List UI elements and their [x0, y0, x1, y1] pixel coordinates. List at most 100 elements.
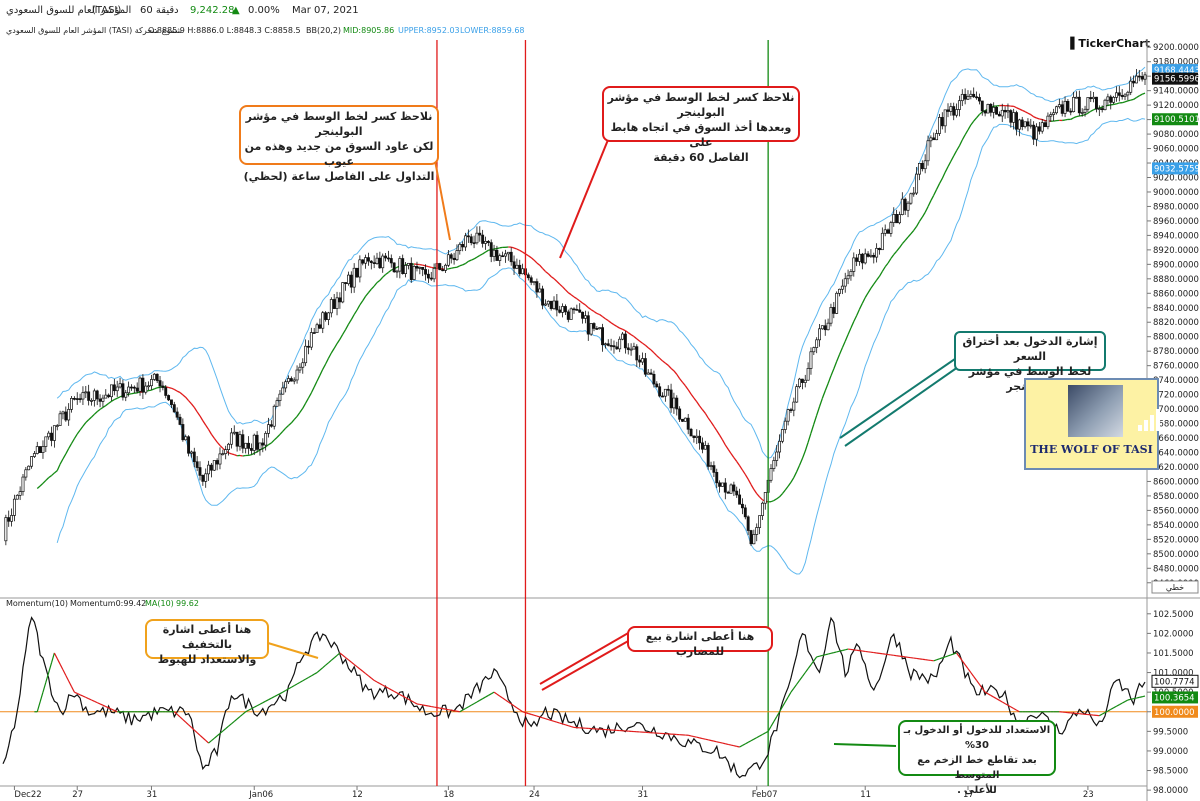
- bb-mid-segment: [448, 267, 452, 270]
- bb-mid-segment: [114, 397, 118, 401]
- bb-mid-segment: [796, 465, 801, 472]
- candle-body: [578, 309, 582, 313]
- candle-body: [601, 327, 605, 346]
- momentum-legend-label_ma_value: 99.62: [176, 599, 199, 608]
- candle-body: [541, 288, 545, 306]
- candle-body: [795, 386, 799, 403]
- bb-mid-segment: [479, 253, 483, 257]
- candle-body: [932, 137, 936, 141]
- candle-body: [898, 214, 901, 224]
- mom-tick-label: 102.0000: [1153, 629, 1194, 639]
- candle-body: [743, 507, 747, 518]
- bb-mid-segment: [687, 389, 692, 395]
- bb-mid-segment: [545, 270, 549, 275]
- momentum-ma-segment: [299, 680, 304, 683]
- bb-mid-segment: [268, 442, 272, 446]
- candle-body: [1046, 115, 1050, 128]
- bb-mid-segment: [616, 325, 621, 329]
- price-tick-label: 9020.0000: [1153, 174, 1199, 184]
- bb-mid-segment: [930, 194, 935, 201]
- price-tick-label: 9120.0000: [1153, 101, 1199, 111]
- bb-mid-segment: [1138, 93, 1143, 97]
- bb-mid-segment: [770, 499, 775, 503]
- candle-body: [681, 418, 684, 422]
- candle-body: [1075, 96, 1078, 99]
- bb-mid-segment: [756, 493, 761, 498]
- x-tick-label: Jan06: [248, 790, 273, 800]
- connector-green-bottom: [833, 743, 897, 747]
- momentum-ma-segment: [553, 720, 558, 723]
- candle-body: [344, 282, 348, 285]
- momentum-ma-segment: [56, 658, 61, 665]
- momentum-ma-segment: [336, 652, 341, 656]
- momentum-ma-segment: [728, 743, 732, 746]
- bb-mid-segment: [1021, 109, 1026, 113]
- momentum-ma-segment: [827, 652, 832, 655]
- interval[interactable]: 60 دقيقة: [140, 5, 179, 16]
- candle-body: [424, 269, 427, 275]
- candle-body: [875, 247, 879, 258]
- x-tick-label: 31: [638, 790, 649, 800]
- candle-body: [909, 193, 913, 204]
- candle-body: [104, 394, 108, 399]
- candle-body: [706, 445, 710, 467]
- candle-body: [504, 253, 507, 257]
- bb-mid-segment: [573, 296, 578, 300]
- candle-body: [41, 446, 45, 453]
- momentum-ma-segment: [1007, 704, 1012, 708]
- bb-mid-segment: [370, 285, 375, 290]
- momentum-ma-segment: [568, 725, 572, 728]
- bb-mid-segment: [976, 114, 980, 119]
- candle-body: [923, 160, 927, 170]
- bb-mid-segment: [867, 287, 872, 294]
- bb-mid-segment: [656, 355, 661, 359]
- momentum-ma-segment: [222, 728, 227, 732]
- candle-body: [486, 240, 490, 243]
- bb-mid-segment: [425, 265, 429, 268]
- momentum-ma-segment: [964, 664, 969, 670]
- candle-body: [1109, 96, 1113, 103]
- candle-body: [629, 348, 633, 351]
- bb-mid-segment: [870, 283, 875, 289]
- connector-red-bottom-b: [539, 631, 631, 685]
- candle-body: [1066, 100, 1070, 112]
- candle-body: [763, 492, 767, 504]
- momentum-ma-segment: [1124, 699, 1129, 703]
- candle-body: [392, 262, 396, 273]
- momentum-ma-segment: [302, 678, 306, 682]
- bb-mid-segment: [633, 336, 638, 340]
- candle-body: [178, 416, 182, 425]
- bb-mid-segment: [884, 262, 889, 268]
- bb-mid-segment: [736, 461, 741, 466]
- momentum-ma-segment: [79, 694, 84, 697]
- candle-body: [969, 93, 973, 97]
- bb-mid-segment: [1041, 118, 1046, 122]
- bb-mid-segment: [293, 415, 298, 421]
- candle-body: [1083, 108, 1087, 113]
- momentum-ma-segment: [339, 652, 344, 656]
- candle-body: [846, 275, 850, 280]
- candle-body: [401, 258, 405, 274]
- price-tick-label: 8660.0000: [1153, 434, 1199, 444]
- bb-mid-segment: [213, 437, 218, 443]
- bb-mid-segment: [556, 280, 561, 285]
- bb-mid-segment: [99, 406, 104, 410]
- bb-mid-segment: [190, 403, 195, 408]
- momentum-ma-segment: [311, 673, 315, 677]
- candle-body: [312, 332, 316, 334]
- candle-body: [364, 257, 368, 264]
- candle-body: [820, 325, 824, 330]
- candle-body: [832, 307, 836, 314]
- momentum-ma-segment: [944, 655, 949, 658]
- candle-body: [138, 377, 142, 392]
- momentum-ma-segment: [245, 709, 249, 713]
- momentum-ma-segment: [239, 713, 244, 718]
- candle-body: [609, 345, 613, 347]
- candle-body: [384, 255, 388, 259]
- bb-mid-segment: [171, 387, 175, 391]
- bb-mid-segment: [653, 352, 658, 357]
- bb-mid-segment: [739, 465, 743, 471]
- bb-mid-segment: [924, 206, 929, 213]
- bb-mid-segment: [485, 249, 489, 253]
